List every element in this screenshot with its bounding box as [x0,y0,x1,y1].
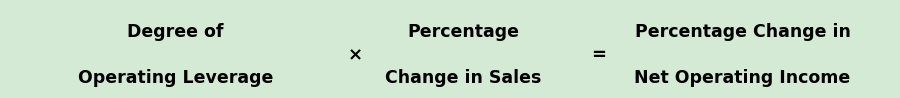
Text: Operating Leverage: Operating Leverage [77,69,274,87]
Text: Percentage Change in: Percentage Change in [634,23,850,41]
Text: Degree of: Degree of [127,23,224,41]
Text: Percentage: Percentage [408,23,519,41]
Text: ×: × [348,46,363,64]
Text: =: = [591,46,606,64]
Text: Change in Sales: Change in Sales [385,69,542,87]
Text: Net Operating Income: Net Operating Income [634,69,850,87]
